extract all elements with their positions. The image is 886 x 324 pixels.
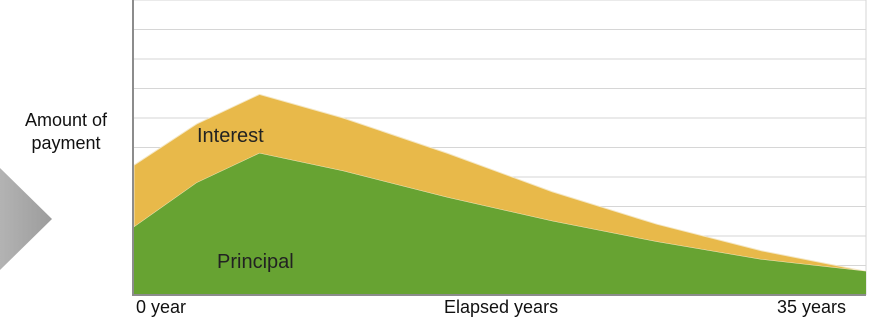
series-label-principal: Principal xyxy=(217,251,294,273)
decorative-arrow-icon xyxy=(0,168,52,270)
x-tick-end: 35 years xyxy=(777,297,847,317)
x-axis-label: Elapsed years xyxy=(444,297,559,317)
series-label-interest: Interest xyxy=(197,125,264,147)
x-tick-start: 0 year xyxy=(136,297,187,317)
plot-area xyxy=(133,93,867,295)
y-axis-label: Amount of payment xyxy=(24,110,108,153)
area-principal xyxy=(134,153,866,295)
